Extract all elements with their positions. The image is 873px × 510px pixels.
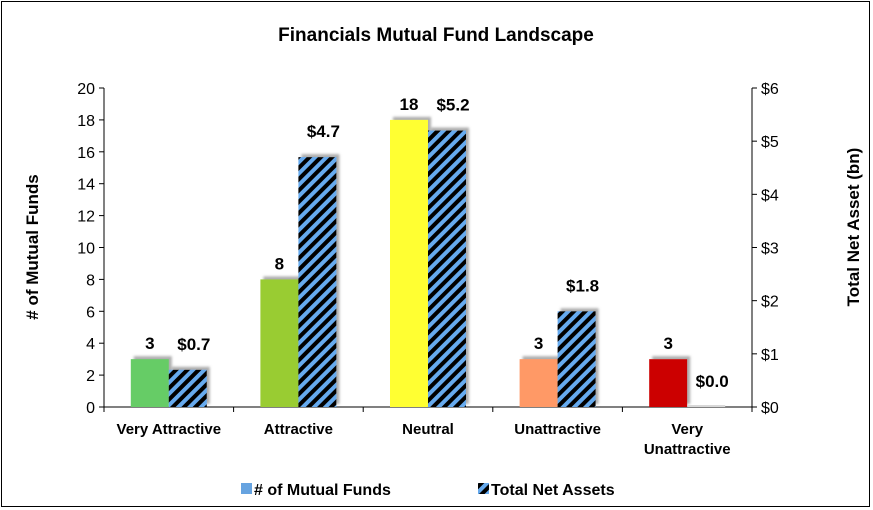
x-tick-label: Very Attractive [117,421,222,438]
y-right-tick-label: $4 [761,187,779,204]
y-left-tick-label: 16 [77,145,95,162]
bar-mutual-funds [260,279,299,407]
x-tick-label: Unattractive [644,441,731,458]
data-label-total-net-assets: $0.0 [696,372,729,391]
y-right-tick-label: $2 [761,294,779,311]
y-right-tick-label: $6 [761,81,779,98]
data-label-total-net-assets: $0.7 [177,335,210,354]
bar-total-net-assets [298,157,337,407]
y-left-tick-label: 20 [77,81,95,98]
legend-swatch-mutual-funds [241,483,252,494]
legend-swatch-total-net-assets [478,483,489,494]
data-label-total-net-assets: $4.7 [307,122,340,141]
x-tick-label: Very [671,421,703,438]
axes: 0 2 4 6 8 10 12 14 16 18 20 $0 $1 $2 $3 $4 $5 $6 Very Attr… [77,81,779,458]
data-label-mutual-funds: 3 [145,334,154,353]
y-right-tick-label: $0 [761,400,779,417]
data-labels: 3 $0.7 8 $4.7 18 $5.2 3 $1.8 3 $0.0 [145,95,729,391]
y-left-tick-label: 8 [86,272,95,289]
y-left-tick-label: 4 [86,336,95,353]
y-right-tick-label: $1 [761,347,779,364]
bars [130,119,726,408]
y-right-tick-label: $5 [761,134,779,151]
y-right-tick-label: $3 [761,241,779,258]
y-axis-left-title: # of Mutual Funds [23,174,42,319]
y-left-tick-label: 6 [86,304,95,321]
y-left-tick-label: 10 [77,241,95,258]
y-left-tick-label: 0 [86,400,95,417]
bar-mutual-funds [519,359,558,407]
bar-total-net-assets [428,130,466,408]
y-axis-right-title: Total Net Asset (bn) [844,148,863,307]
bar-total-net-assets [168,369,207,407]
data-label-mutual-funds: 18 [400,95,419,114]
data-label-mutual-funds: 3 [534,334,543,353]
bar-total-net-assets [557,311,596,407]
legend-label-mutual-funds: # of Mutual Funds [254,482,391,499]
bar-mutual-funds [130,359,169,407]
x-tick-label: Attractive [264,421,333,438]
data-label-total-net-assets: $5.2 [436,96,469,115]
y-left-tick-label: 14 [77,177,95,194]
data-label-mutual-funds: 3 [663,334,672,353]
bar-mutual-funds [649,359,688,407]
y-left-tick-label: 12 [77,209,95,226]
data-label-mutual-funds: 8 [275,254,284,273]
x-tick-label: Neutral [402,421,454,438]
x-tick-label: Unattractive [514,421,601,438]
legend-label-total-net-assets: Total Net Assets [491,482,615,499]
bar-mutual-funds [390,119,428,408]
chart-title: Financials Mutual Fund Landscape [278,25,594,46]
y-left-tick-label: 18 [77,113,95,130]
legend: # of Mutual Funds Total Net Assets [241,482,615,499]
y-left-tick-label: 2 [86,368,95,385]
data-label-total-net-assets: $1.8 [566,276,599,295]
bar-total-net-assets [687,405,726,407]
